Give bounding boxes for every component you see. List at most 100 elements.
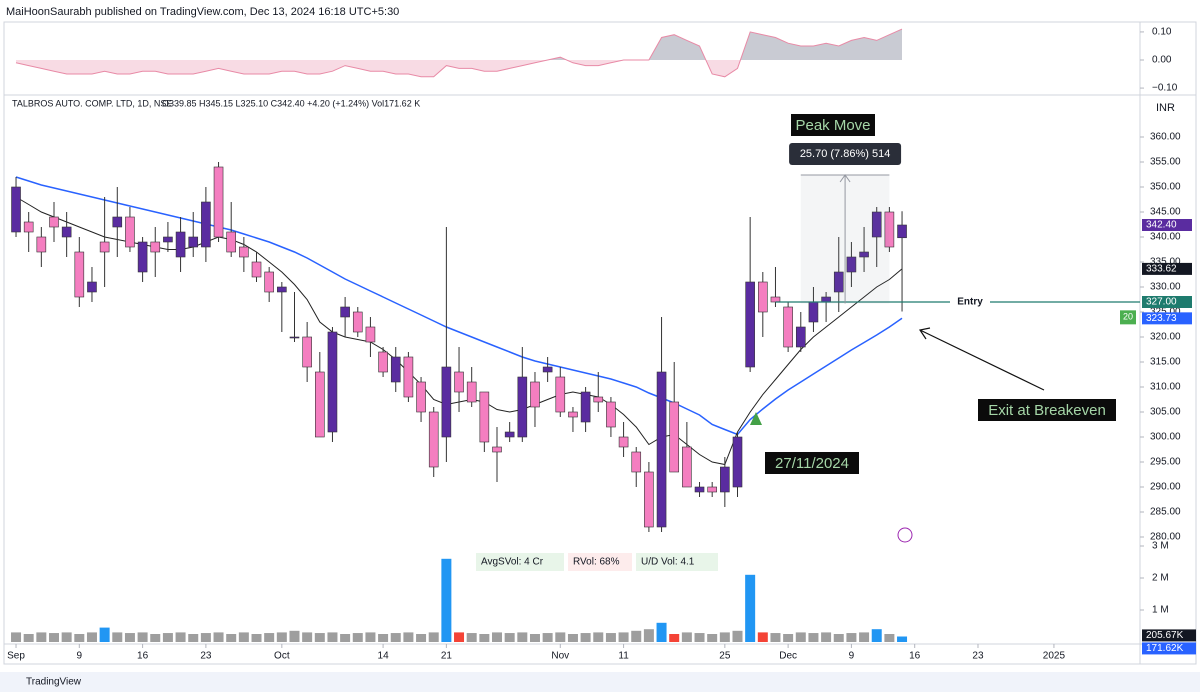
candle-body bbox=[74, 251, 85, 298]
candle-body bbox=[897, 224, 907, 239]
volume-bar bbox=[454, 632, 465, 642]
volume-bar bbox=[871, 629, 882, 642]
candle-body bbox=[859, 251, 869, 258]
candle-body bbox=[428, 411, 439, 468]
legend: TALBROS AUTO. COMP. LTD, 1D, NSE bbox=[12, 98, 172, 108]
volume-bar bbox=[441, 558, 452, 642]
candle-body bbox=[682, 446, 692, 488]
volume-bar bbox=[86, 632, 97, 642]
volume-bar bbox=[605, 633, 616, 642]
candle-body bbox=[732, 436, 743, 488]
x-tick-label: Dec bbox=[779, 651, 797, 662]
volume-bar bbox=[859, 632, 870, 642]
y-tick-label: 310.00 bbox=[1150, 382, 1181, 393]
stat-box bbox=[636, 553, 718, 571]
volume-bar bbox=[757, 632, 768, 642]
volume-ma-label: 205.67K bbox=[1146, 630, 1184, 641]
entry-label-bg bbox=[950, 295, 990, 309]
volume-bar bbox=[732, 630, 743, 642]
price-label-box bbox=[1142, 262, 1192, 275]
candle-body bbox=[833, 271, 844, 293]
candle-body bbox=[808, 301, 819, 323]
candle-body bbox=[125, 216, 135, 248]
candle-body bbox=[112, 216, 123, 228]
volume-bar bbox=[821, 632, 832, 642]
candle-body bbox=[720, 466, 730, 493]
volume-bar bbox=[593, 632, 604, 642]
candle-body bbox=[441, 366, 452, 438]
candle-body bbox=[631, 451, 642, 473]
volume-bar bbox=[340, 634, 351, 642]
x-tick-label: Nov bbox=[551, 651, 569, 662]
frame bbox=[3, 21, 1197, 665]
volume-bar bbox=[276, 632, 287, 642]
price-label-box bbox=[1142, 219, 1192, 231]
volume-bar bbox=[11, 632, 22, 642]
ohlc-text: O339.85 H345.15 L325.10 C342.40 +4.20 (+… bbox=[162, 98, 420, 108]
volume-bar bbox=[428, 632, 439, 642]
candle-body bbox=[264, 271, 274, 293]
measure-box bbox=[789, 143, 902, 165]
candle-body bbox=[555, 376, 566, 413]
volume-bar bbox=[302, 632, 313, 642]
volume-bar bbox=[504, 633, 515, 642]
volume-bar bbox=[251, 634, 262, 642]
indicator-tick-label: 0.10 bbox=[1152, 27, 1172, 38]
x-tick-label: 16 bbox=[909, 651, 921, 662]
breakout-arrow bbox=[750, 412, 762, 425]
ma-label: 20 bbox=[1123, 312, 1133, 322]
y-tick-label: 355.00 bbox=[1150, 157, 1181, 168]
peak-label-box bbox=[791, 114, 875, 136]
volume-bar bbox=[643, 629, 654, 642]
stat-text: RVol: 68% bbox=[573, 557, 620, 568]
volume-bar bbox=[833, 634, 844, 642]
volume-bar bbox=[23, 634, 34, 642]
stat-text: U/D Vol: 4.1 bbox=[641, 557, 695, 568]
volume-bar bbox=[529, 634, 540, 642]
candle-body bbox=[542, 366, 553, 373]
candle-body bbox=[137, 241, 148, 273]
candle-body bbox=[150, 241, 161, 253]
candle-body bbox=[492, 446, 502, 453]
candle-body bbox=[61, 226, 72, 238]
volume-bar bbox=[390, 633, 401, 642]
indicator-area-positive bbox=[16, 29, 902, 60]
volume-last-label: 171.62K bbox=[1146, 643, 1184, 654]
x-tick-label: 14 bbox=[378, 651, 390, 662]
y-tick-label: 290.00 bbox=[1150, 482, 1181, 493]
x-tick-label: 23 bbox=[200, 651, 212, 662]
candle-body bbox=[365, 326, 376, 343]
price-label: 342.40 bbox=[1146, 220, 1177, 231]
y-tick-label: 340.00 bbox=[1150, 232, 1181, 243]
volume-bar bbox=[150, 634, 161, 642]
candle-body bbox=[289, 336, 300, 339]
header: MaiHoonSaurabh published on TradingView.… bbox=[6, 6, 399, 18]
volume-bar bbox=[327, 632, 338, 642]
volume-bar bbox=[580, 633, 591, 642]
candle-body bbox=[302, 336, 312, 368]
ma-label-box bbox=[1120, 310, 1136, 325]
volume-bar bbox=[36, 632, 47, 642]
volume-bar bbox=[897, 636, 908, 642]
volume-bar bbox=[61, 632, 72, 642]
volume-bar bbox=[188, 634, 199, 642]
volume-bar bbox=[162, 633, 173, 642]
indicator-tick-label: 0.00 bbox=[1152, 55, 1172, 66]
y-tick-label: 320.00 bbox=[1150, 332, 1181, 343]
volume-last-box bbox=[1142, 642, 1196, 655]
candle-body bbox=[504, 431, 515, 438]
candle-body bbox=[213, 166, 224, 238]
y-tick-label: 280.00 bbox=[1150, 532, 1181, 543]
candle-body bbox=[606, 401, 616, 428]
x-tick-label: Oct bbox=[274, 651, 290, 662]
x-tick-label: 21 bbox=[441, 651, 453, 662]
price-label: 323.73 bbox=[1146, 313, 1177, 324]
volume-bar bbox=[466, 633, 477, 642]
volume-bar bbox=[238, 632, 249, 642]
volume-bar bbox=[352, 633, 363, 642]
candle-body bbox=[454, 371, 464, 393]
stat-box bbox=[476, 553, 564, 571]
volume-bar bbox=[289, 630, 300, 642]
